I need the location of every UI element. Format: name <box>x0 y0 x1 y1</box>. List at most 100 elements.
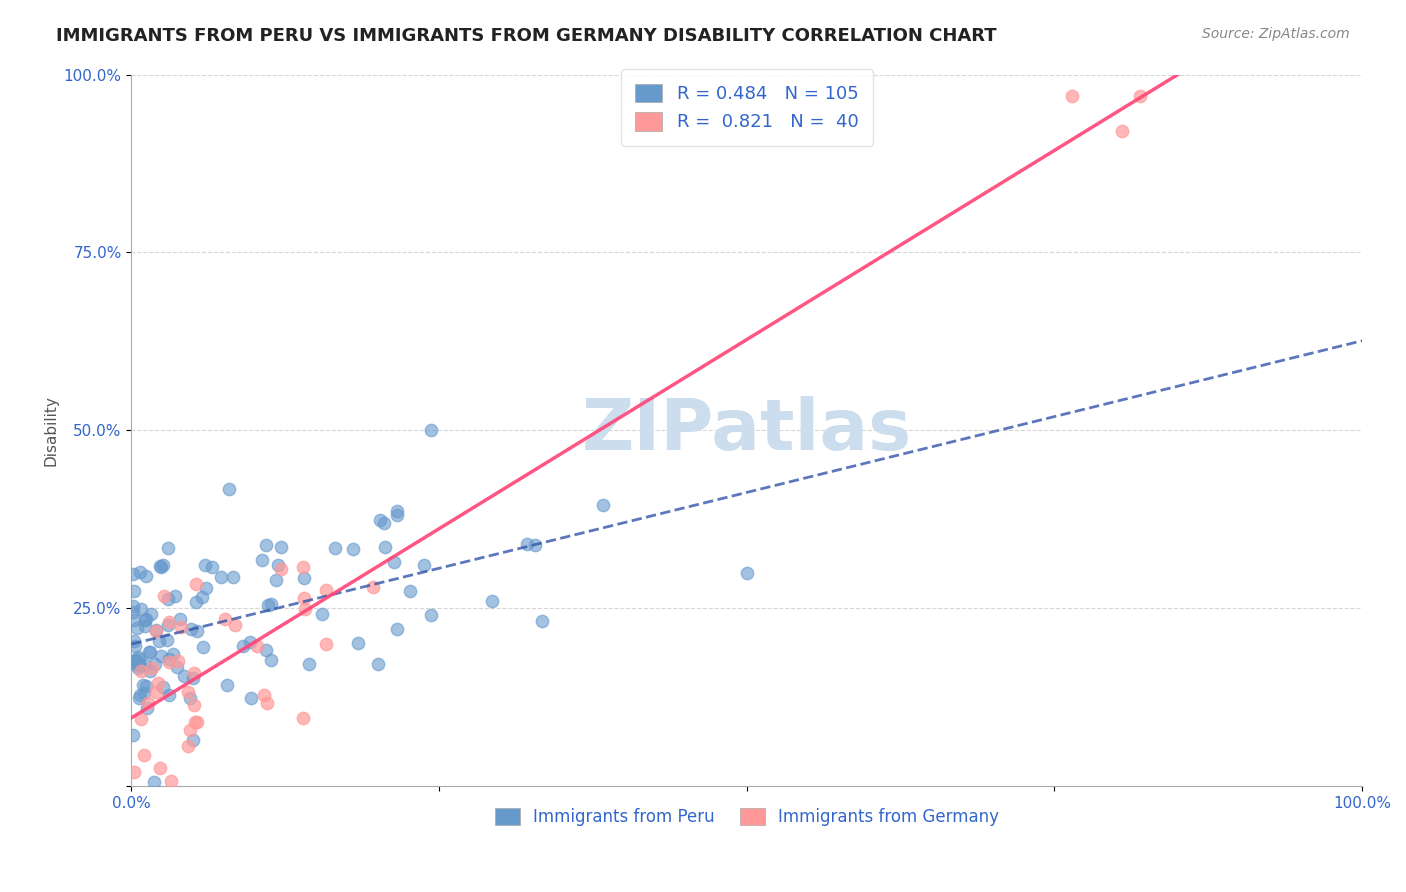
Point <box>157 652 180 666</box>
Point <box>157 655 180 669</box>
Point <box>128 565 150 579</box>
Point <box>191 640 214 654</box>
Point <box>138 644 160 658</box>
Point <box>148 634 170 648</box>
Point <box>240 690 263 705</box>
Point <box>260 597 283 611</box>
Point <box>270 540 292 554</box>
Point <box>129 657 152 672</box>
Point <box>139 664 162 678</box>
Point <box>224 618 246 632</box>
Point <box>531 614 554 628</box>
Point <box>179 723 201 738</box>
Point <box>190 591 212 605</box>
Point <box>124 584 146 599</box>
Text: IMMIGRANTS FROM PERU VS IMMIGRANTS FROM GERMANY DISABILITY CORRELATION CHART: IMMIGRANTS FROM PERU VS IMMIGRANTS FROM … <box>56 27 997 45</box>
Point <box>315 583 337 598</box>
Point <box>267 558 290 573</box>
Point <box>167 654 190 668</box>
Point <box>149 560 172 574</box>
Point <box>382 555 405 569</box>
Point <box>152 680 174 694</box>
Point <box>135 569 157 583</box>
Point <box>128 652 150 666</box>
Point <box>250 553 273 567</box>
Point <box>152 590 174 604</box>
Point <box>184 595 207 609</box>
Point <box>122 634 145 648</box>
Point <box>121 567 143 582</box>
Point <box>195 582 218 596</box>
Point <box>374 541 396 555</box>
Point <box>270 562 292 576</box>
Point <box>385 622 408 636</box>
Point <box>138 645 160 659</box>
Point <box>373 516 395 531</box>
Point <box>125 621 148 635</box>
Point <box>516 537 538 551</box>
Point <box>181 732 204 747</box>
Point <box>145 623 167 637</box>
Point <box>157 618 180 632</box>
Point <box>122 606 145 620</box>
Point <box>246 639 269 653</box>
Point <box>346 636 368 650</box>
Point <box>291 559 314 574</box>
Point <box>385 504 408 518</box>
Point <box>311 607 333 621</box>
Point <box>222 569 245 583</box>
Point <box>217 678 239 692</box>
Point <box>132 686 155 700</box>
Point <box>162 648 184 662</box>
Point <box>294 602 316 616</box>
Point <box>342 541 364 556</box>
Point <box>183 698 205 713</box>
Point <box>254 642 277 657</box>
Point <box>209 570 232 584</box>
Point <box>131 712 153 726</box>
Point <box>124 639 146 653</box>
Point <box>129 688 152 702</box>
Point <box>157 615 180 630</box>
Point <box>134 657 156 672</box>
Point <box>152 558 174 573</box>
Point <box>156 632 179 647</box>
Point <box>121 599 143 614</box>
Point <box>156 592 179 607</box>
Point <box>135 679 157 693</box>
Point <box>186 714 208 729</box>
Point <box>122 613 145 627</box>
Point <box>160 774 183 789</box>
Point <box>184 715 207 730</box>
Point <box>218 482 240 496</box>
Point <box>200 559 222 574</box>
Point <box>254 538 277 552</box>
Point <box>183 665 205 680</box>
Point <box>325 541 347 556</box>
Point <box>132 748 155 763</box>
Point <box>124 765 146 780</box>
Point <box>179 690 201 705</box>
Point <box>129 664 152 678</box>
Point <box>129 602 152 616</box>
Point <box>368 513 391 527</box>
Point <box>127 654 149 668</box>
Point <box>239 634 262 648</box>
Point <box>315 637 337 651</box>
Point <box>214 612 236 626</box>
Point <box>157 688 180 702</box>
Point <box>264 573 287 587</box>
Point <box>481 594 503 608</box>
Point <box>298 657 321 672</box>
Point <box>252 688 274 702</box>
Point <box>136 696 159 710</box>
Point <box>385 508 408 522</box>
Point <box>143 657 166 671</box>
Point <box>367 657 389 672</box>
Point <box>177 684 200 698</box>
Point <box>141 661 163 675</box>
Point <box>124 653 146 667</box>
Point <box>1062 88 1084 103</box>
Point <box>149 761 172 775</box>
Point <box>166 659 188 673</box>
